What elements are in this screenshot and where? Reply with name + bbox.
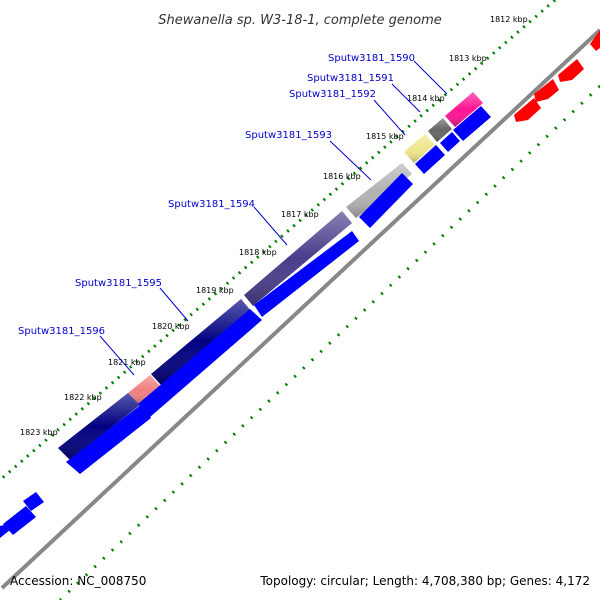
reverse-cds-arrow[interactable] (590, 30, 600, 51)
forward-cds-arrow[interactable] (254, 231, 359, 317)
tick-label: 1815 kbp (366, 132, 404, 141)
map-title: Shewanella sp. W3-18-1, complete genome (158, 13, 441, 28)
gc-content-track-inner (58, 84, 600, 600)
gene-block-shading (151, 299, 251, 385)
forward-cds-arrow[interactable] (440, 132, 460, 152)
tick-label: 1817 kbp (281, 210, 319, 219)
gene-block-shading (244, 211, 352, 306)
forward-cds-arrow[interactable] (415, 145, 445, 174)
feature-track (58, 92, 483, 460)
tick-label: 1820 kbp (152, 322, 190, 331)
tick-labels: 1812 kbp 1813 kbp 1814 kbp 1815 kbp 1816… (20, 15, 528, 437)
forward-cds-arrow[interactable] (0, 524, 10, 538)
gene-label-sputw3181-1593[interactable]: Sputw3181_1593 (245, 130, 332, 141)
forward-strand-track (0, 106, 491, 538)
gene-label-sputw3181-1592[interactable]: Sputw3181_1592 (289, 89, 376, 100)
forward-cds-arrow[interactable] (138, 309, 262, 417)
gc-content-track-outer (0, 0, 556, 482)
gene-block-shading (58, 393, 140, 460)
tick-label: 1818 kbp (239, 248, 277, 257)
gene-block-shading (404, 134, 435, 163)
gene-label-sputw3181-1594[interactable]: Sputw3181_1594 (168, 199, 255, 210)
forward-cds-arrow[interactable] (359, 173, 413, 228)
gene-label-sputw3181-1596[interactable]: Sputw3181_1596 (18, 326, 105, 337)
label-leader-lines (99, 60, 448, 376)
tick-label: 1814 kbp (407, 94, 445, 103)
tick-label: 1816 kbp (323, 172, 361, 181)
forward-cds-arrow[interactable] (453, 106, 491, 141)
gene-label-sputw3181-1590[interactable]: Sputw3181_1590 (328, 53, 415, 64)
forward-cds-arrow[interactable] (3, 506, 36, 535)
reverse-strand-track (514, 30, 600, 122)
gene-block-shading (128, 375, 162, 405)
tick-label: 1819 kbp (196, 286, 234, 295)
gene-block-shading (346, 163, 412, 218)
gene-label-sputw3181-1595[interactable]: Sputw3181_1595 (75, 278, 162, 289)
gene-label-sputw3181-1591[interactable]: Sputw3181_1591 (307, 73, 394, 84)
gene-block-shading (428, 118, 452, 142)
gene-block-shading (445, 92, 483, 127)
tick-label: 1821 kbp (108, 358, 146, 367)
forward-cds-arrow[interactable] (66, 404, 151, 474)
reverse-cds-arrow[interactable] (514, 98, 541, 122)
accession-text: Accession: NC_008750 (10, 574, 146, 588)
tick-label: 1823 kbp (20, 428, 58, 437)
reverse-cds-arrow[interactable] (558, 59, 584, 82)
forward-cds-arrow[interactable] (23, 492, 44, 511)
tick-label: 1813 kbp (449, 54, 487, 63)
tick-label: 1812 kbp (490, 15, 528, 24)
genome-stats-text: Topology: circular; Length: 4,708,380 bp… (259, 574, 590, 588)
genome-backbone (0, 28, 600, 590)
reverse-cds-arrow[interactable] (534, 79, 559, 102)
tick-label: 1822 kbp (64, 393, 102, 402)
gene-labels: Sputw3181_1590 Sputw3181_1591 Sputw3181_… (18, 53, 415, 337)
